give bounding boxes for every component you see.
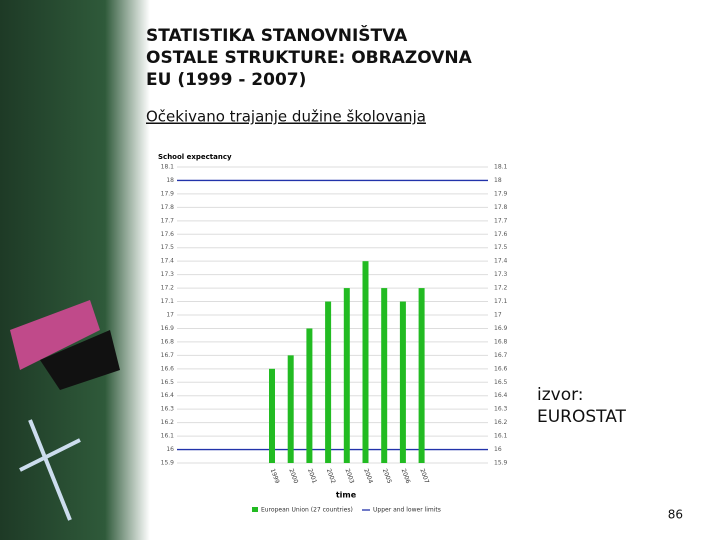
y2-tick-label: 17.9	[494, 190, 508, 197]
x-tick-label: 2001	[306, 468, 318, 485]
bar	[306, 328, 313, 463]
x-tick-label: 2007	[418, 468, 430, 485]
y-tick-label: 16.3	[161, 406, 175, 413]
y-tick-label: 16.2	[161, 419, 175, 426]
bar	[343, 288, 350, 463]
y-tick-label: 17.5	[161, 244, 175, 251]
x-tick-label: 2000	[287, 468, 299, 485]
y2-tick-label: 17.7	[494, 217, 508, 224]
y-tick-label: 17.6	[161, 231, 175, 238]
y2-tick-label: 15.9	[494, 460, 508, 467]
chart-title: School expectancy	[158, 153, 232, 161]
x-tick-label: 2005	[381, 468, 393, 485]
y-tick-label: 16.1	[161, 433, 175, 440]
y-tick-label: 17.8	[161, 204, 175, 211]
y2-tick-label: 18.1	[494, 164, 508, 171]
y2-tick-label: 16.8	[494, 338, 508, 345]
bar	[269, 368, 275, 463]
y2-tick-label: 16.2	[494, 419, 508, 426]
chart: School expectancy 18.1 18.1 18 18 17.9 17.9 17.…	[158, 153, 508, 514]
y2-tick-label: 17.1	[494, 298, 508, 305]
y2-tick-label: 16.7	[494, 352, 508, 359]
y-tick-label: 17.3	[161, 271, 175, 278]
x-tick-label: 2004	[362, 468, 374, 485]
y-tick-label: 16.7	[161, 352, 175, 359]
x-tick-label: 2002	[325, 468, 337, 485]
title-line: EU (1999 - 2007)	[146, 70, 306, 90]
subtitle: Očekivano trajanje dužine školovanja	[146, 108, 426, 126]
y2-tick-label: 16.9	[494, 325, 508, 332]
y-tick-label: 17.9	[161, 190, 175, 197]
x-axis-label: time	[336, 491, 357, 500]
title-line: STATISTIKA STANOVNIŠTVA	[146, 24, 408, 46]
y-tick-label: 17.7	[161, 217, 175, 224]
y2-tick-label: 16.6	[494, 365, 508, 372]
y2-tick-label: 16.1	[494, 433, 508, 440]
y-tick-label: 16.5	[161, 379, 175, 386]
eraser	[40, 330, 120, 390]
x-tick-label: 1999	[269, 468, 281, 485]
y-tick-label: 17	[166, 312, 174, 319]
y2-tick-label: 17.6	[494, 231, 508, 238]
y-tick-label: 16	[166, 446, 174, 453]
legend-label: European Union (27 countries)	[261, 507, 353, 514]
legend-label: Upper and lower limits	[373, 507, 441, 514]
chalkboard	[0, 0, 150, 540]
chart-area	[150, 148, 520, 518]
y2-tick-label: 16.4	[494, 392, 508, 399]
y2-tick-label: 16.3	[494, 406, 508, 413]
y-tick-label: 18.1	[161, 164, 175, 171]
y-tick-label: 17.4	[161, 258, 175, 265]
chalk-mark	[19, 419, 81, 521]
x-tick-label: 2003	[344, 468, 356, 485]
y2-tick-label: 16	[494, 446, 502, 453]
legend-swatch	[252, 507, 258, 512]
y-tick-label: 16.4	[161, 392, 175, 399]
bar	[287, 355, 294, 463]
y-tick-label: 16.6	[161, 365, 175, 372]
bar	[325, 301, 332, 463]
bar	[362, 261, 369, 463]
y-tick-label: 16.9	[161, 325, 175, 332]
y-tick-label: 17.2	[161, 285, 175, 292]
source-line: izvor:	[537, 385, 584, 405]
y-tick-label: 18	[166, 177, 174, 184]
x-tick-label: 2006	[400, 468, 412, 485]
y2-tick-label: 17.2	[494, 285, 508, 292]
y2-tick-label: 18	[494, 177, 502, 184]
y2-tick-label: 17	[494, 312, 502, 319]
y-tick-label: 16.8	[161, 338, 175, 345]
y2-tick-label: 17.3	[494, 271, 508, 278]
bar	[399, 301, 406, 463]
y-tick-label: 17.1	[161, 298, 175, 305]
y2-tick-label: 17.8	[494, 204, 508, 211]
source-line: EUROSTAT	[537, 407, 627, 427]
y2-tick-label: 16.5	[494, 379, 508, 386]
title-line: OSTALE STRUKTURE: OBRAZOVNA	[146, 48, 473, 68]
bar	[381, 288, 388, 463]
y2-tick-label: 17.4	[494, 258, 508, 265]
source: izvor:EUROSTAT	[537, 385, 627, 427]
chalk	[10, 300, 100, 370]
y-tick-label: 15.9	[161, 460, 175, 467]
page-number: 86	[668, 508, 683, 522]
y2-tick-label: 17.5	[494, 244, 508, 251]
bar	[418, 288, 425, 463]
